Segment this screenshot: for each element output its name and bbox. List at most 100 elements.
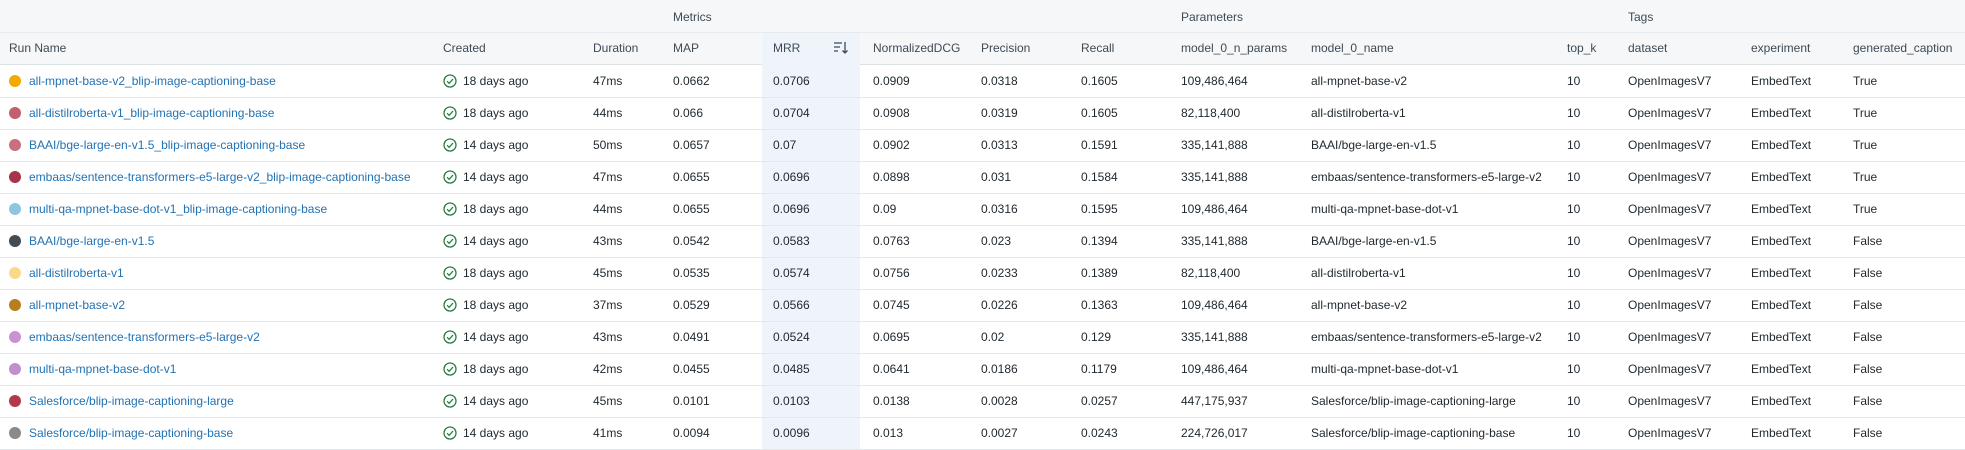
top-k-cell: 10 [1567, 170, 1581, 184]
column-header-ndcg[interactable]: NormalizedDCG [873, 41, 961, 55]
created-cell: 18 days ago [463, 74, 529, 88]
created-cell: 18 days ago [463, 362, 529, 376]
ndcg-cell: 0.0898 [873, 170, 910, 184]
dataset-cell: OpenImagesV7 [1628, 426, 1712, 440]
run-color-dot[interactable] [9, 107, 21, 119]
run-color-dot[interactable] [9, 395, 21, 407]
table-row[interactable]: Salesforce/blip-image-captioning-base 14 … [0, 417, 1965, 450]
ndcg-cell: 0.0695 [873, 330, 910, 344]
precision-cell: 0.0318 [981, 74, 1018, 88]
column-header-top-k[interactable]: top_k [1567, 41, 1597, 55]
duration-cell: 43ms [593, 234, 623, 248]
column-header-experiment[interactable]: experiment [1751, 41, 1811, 55]
run-name-link[interactable]: BAAI/bge-large-en-v1.5 [29, 234, 155, 248]
generated-caption-cell: True [1853, 202, 1878, 216]
run-color-dot[interactable] [9, 267, 21, 279]
table-row[interactable]: embaas/sentence-transformers-e5-large-v2… [0, 161, 1965, 194]
dataset-cell: OpenImagesV7 [1628, 74, 1712, 88]
column-header-created[interactable]: Created [443, 41, 486, 55]
column-header-duration[interactable]: Duration [593, 41, 639, 55]
run-color-dot[interactable] [9, 299, 21, 311]
table-row[interactable]: embaas/sentence-transformers-e5-large-v2… [0, 321, 1965, 354]
run-color-dot[interactable] [9, 235, 21, 247]
top-k-cell: 10 [1567, 234, 1581, 248]
column-header-model-name[interactable]: model_0_name [1311, 41, 1394, 55]
column-header-precision[interactable]: Precision [981, 41, 1031, 55]
experiment-cell: EmbedText [1751, 266, 1812, 280]
run-color-dot[interactable] [9, 331, 21, 343]
precision-cell: 0.0186 [981, 362, 1018, 376]
run-name-link[interactable]: embaas/sentence-transformers-e5-large-v2… [29, 170, 411, 184]
dataset-cell: OpenImagesV7 [1628, 138, 1712, 152]
generated-caption-cell: False [1853, 298, 1883, 312]
run-color-dot[interactable] [9, 75, 21, 87]
run-color-dot[interactable] [9, 171, 21, 183]
n-params-cell: 447,175,937 [1181, 394, 1248, 408]
table-row[interactable]: all-mpnet-base-v2 18 days ago 37ms 0.0529 0.… [0, 289, 1965, 322]
dataset-cell: OpenImagesV7 [1628, 362, 1712, 376]
run-color-dot[interactable] [9, 363, 21, 375]
precision-cell: 0.0313 [981, 138, 1018, 152]
n-params-cell: 109,486,464 [1181, 202, 1248, 216]
table-row[interactable]: all-distilroberta-v1 18 days ago 45ms 0.053… [0, 257, 1965, 290]
column-header-dataset[interactable]: dataset [1628, 41, 1668, 55]
column-header-map[interactable]: MAP [673, 41, 700, 55]
top-k-cell: 10 [1567, 330, 1581, 344]
table-row[interactable]: multi-qa-mpnet-base-dot-v1 18 days ago 42m… [0, 353, 1965, 386]
run-name-link[interactable]: BAAI/bge-large-en-v1.5_blip-image-captio… [29, 138, 306, 152]
n-params-cell: 335,141,888 [1181, 138, 1248, 152]
created-cell: 14 days ago [463, 394, 529, 408]
column-header-mrr[interactable]: MRR [773, 41, 801, 55]
run-color-dot[interactable] [9, 203, 21, 215]
experiment-cell: EmbedText [1751, 74, 1812, 88]
ndcg-cell: 0.09 [873, 202, 897, 216]
sort-descending-icon[interactable] [833, 40, 849, 56]
n-params-cell: 109,486,464 [1181, 362, 1248, 376]
duration-cell: 43ms [593, 330, 623, 344]
map-cell: 0.0655 [673, 170, 710, 184]
ndcg-cell: 0.0756 [873, 266, 910, 280]
column-header-generated-caption[interactable]: generated_caption [1853, 41, 1953, 55]
table-row[interactable]: BAAI/bge-large-en-v1.5 14 days ago 43ms 0.0… [0, 225, 1965, 258]
run-name-link[interactable]: multi-qa-mpnet-base-dot-v1 [29, 362, 177, 376]
precision-cell: 0.0028 [981, 394, 1018, 408]
duration-cell: 41ms [593, 426, 623, 440]
table-row[interactable]: multi-qa-mpnet-base-dot-v1_blip-image-ca… [0, 193, 1965, 226]
run-name-link[interactable]: all-mpnet-base-v2_blip-image-captioning-… [29, 74, 276, 88]
run-name-link[interactable]: Salesforce/blip-image-captioning-large [29, 394, 234, 408]
column-header-run-name[interactable]: Run Name [9, 41, 67, 55]
table-row[interactable]: all-mpnet-base-v2_blip-image-captioning-… [0, 65, 1965, 98]
created-cell: 14 days ago [463, 426, 529, 440]
run-name-link[interactable]: all-distilroberta-v1_blip-image-captioni… [29, 106, 275, 120]
column-header-recall[interactable]: Recall [1081, 41, 1115, 55]
model-name-cell: all-mpnet-base-v2 [1311, 74, 1408, 88]
dataset-cell: OpenImagesV7 [1628, 234, 1712, 248]
run-name-link[interactable]: Salesforce/blip-image-captioning-base [29, 426, 234, 440]
recall-cell: 0.1605 [1081, 74, 1118, 88]
table-row[interactable]: BAAI/bge-large-en-v1.5_blip-image-captio… [0, 129, 1965, 162]
experiment-cell: EmbedText [1751, 394, 1812, 408]
mrr-cell: 0.0103 [773, 394, 810, 408]
duration-cell: 50ms [593, 138, 623, 152]
duration-cell: 42ms [593, 362, 623, 376]
experiment-cell: EmbedText [1751, 298, 1812, 312]
generated-caption-cell: True [1853, 138, 1878, 152]
mrr-cell: 0.0706 [773, 74, 810, 88]
n-params-cell: 82,118,400 [1181, 106, 1241, 120]
run-name-link[interactable]: all-mpnet-base-v2 [29, 298, 126, 312]
run-name-link[interactable]: multi-qa-mpnet-base-dot-v1_blip-image-ca… [29, 202, 328, 216]
column-header-n-params[interactable]: model_0_n_params [1181, 41, 1288, 55]
run-name-link[interactable]: all-distilroberta-v1 [29, 266, 124, 280]
experiment-cell: EmbedText [1751, 234, 1812, 248]
run-color-dot[interactable] [9, 139, 21, 151]
generated-caption-cell: True [1853, 170, 1878, 184]
generated-caption-cell: False [1853, 266, 1883, 280]
table-row[interactable]: Salesforce/blip-image-captioning-large 14… [0, 385, 1965, 418]
ndcg-cell: 0.0909 [873, 74, 910, 88]
run-color-dot[interactable] [9, 427, 21, 439]
table-row[interactable]: all-distilroberta-v1_blip-image-captioni… [0, 97, 1965, 130]
recall-cell: 0.1591 [1081, 138, 1118, 152]
group-header-tags: Tags [1628, 0, 1654, 32]
run-name-link[interactable]: embaas/sentence-transformers-e5-large-v2 [29, 330, 260, 344]
top-k-cell: 10 [1567, 298, 1581, 312]
